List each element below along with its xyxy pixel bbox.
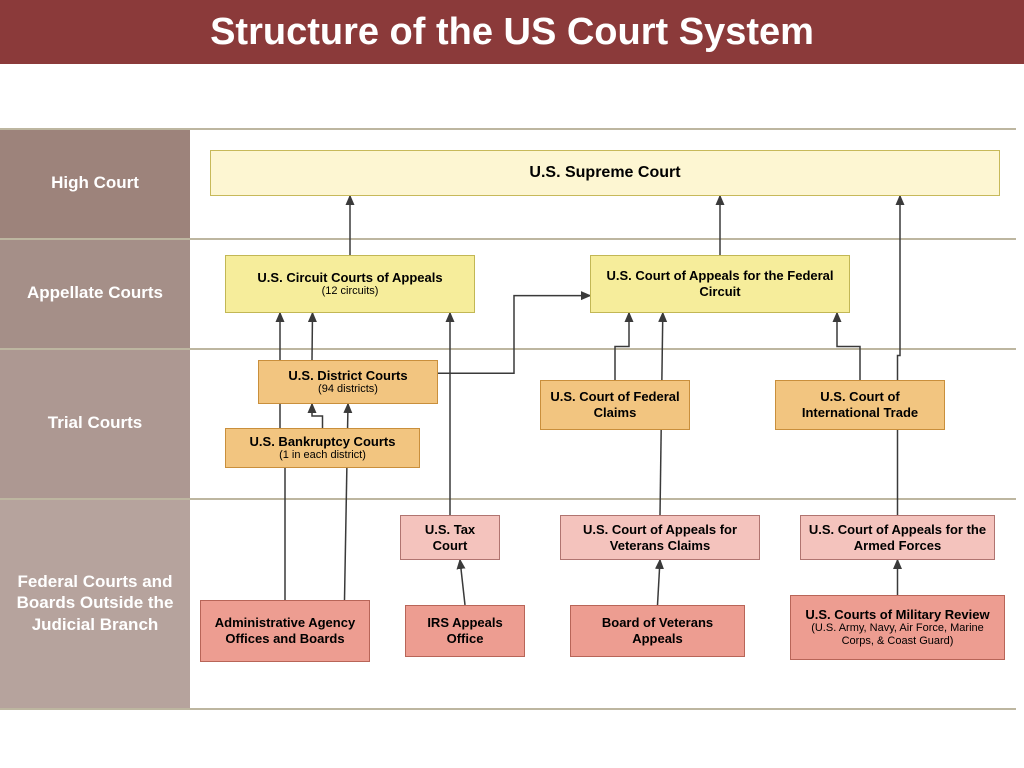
node-admin: Administrative Agency Offices and Boards [200,600,370,662]
tier-label-high: High Court [0,128,190,238]
node-title: U.S. Supreme Court [529,163,680,182]
tier-label-app: Appellate Courts [0,238,190,348]
node-title: U.S. Circuit Courts of Appeals [257,270,442,286]
node-subtitle: (1 in each district) [279,449,366,462]
node-title: IRS Appeals Office [412,615,518,646]
node-title: U.S. District Courts [288,368,407,384]
arrow [312,313,313,360]
node-supreme: U.S. Supreme Court [210,150,1000,196]
node-irs: IRS Appeals Office [405,605,525,657]
node-title: U.S. Court of Appeals for Veterans Claim… [567,522,753,553]
node-bankruptcy: U.S. Bankruptcy Courts(1 in each distric… [225,428,420,468]
node-military: U.S. Courts of Military Review(U.S. Army… [790,595,1005,660]
divider [0,348,1016,350]
diagram-content: High CourtAppellate CourtsTrial CourtsFe… [0,70,1024,768]
node-tax: U.S. Tax Court [400,515,500,560]
node-subtitle: (U.S. Army, Navy, Air Force, Marine Corp… [797,622,998,648]
node-title: U.S. Court of International Trade [782,389,938,420]
arrow [837,313,860,380]
node-fedcircuit: U.S. Court of Appeals for the Federal Ci… [590,255,850,313]
divider [0,498,1016,500]
node-circuit: U.S. Circuit Courts of Appeals(12 circui… [225,255,475,313]
node-subtitle: (94 districts) [318,383,378,396]
tier-label-fed: Federal Courts and Boards Outside the Ju… [0,498,190,708]
node-armed: U.S. Court of Appeals for the Armed Forc… [800,515,995,560]
title-text: Structure of the US Court System [210,11,814,54]
page-title: Structure of the US Court System [0,0,1024,70]
arrow [312,404,323,428]
divider [0,238,1016,240]
node-title: Board of Veterans Appeals [577,615,738,646]
node-subtitle: (12 circuits) [322,285,379,298]
arrow [898,196,901,515]
arrow [460,560,465,605]
node-district: U.S. District Courts(94 districts) [258,360,438,404]
node-claims: U.S. Court of Federal Claims [540,380,690,430]
node-vetclaims: U.S. Court of Appeals for Veterans Claim… [560,515,760,560]
node-trade: U.S. Court of International Trade [775,380,945,430]
divider [0,128,1016,130]
tier-label-trial: Trial Courts [0,348,190,498]
tier-sidebar: High CourtAppellate CourtsTrial CourtsFe… [0,70,190,768]
node-title: U.S. Bankruptcy Courts [250,434,396,450]
node-vetboard: Board of Veterans Appeals [570,605,745,657]
divider [0,708,1016,710]
node-title: U.S. Court of Appeals for the Federal Ci… [597,268,843,299]
node-title: U.S. Court of Appeals for the Armed Forc… [807,522,988,553]
node-title: U.S. Courts of Military Review [805,607,989,623]
arrow [658,560,661,605]
node-title: U.S. Tax Court [407,522,493,553]
arrow [615,313,629,380]
node-title: Administrative Agency Offices and Boards [207,615,363,646]
node-title: U.S. Court of Federal Claims [547,389,683,420]
